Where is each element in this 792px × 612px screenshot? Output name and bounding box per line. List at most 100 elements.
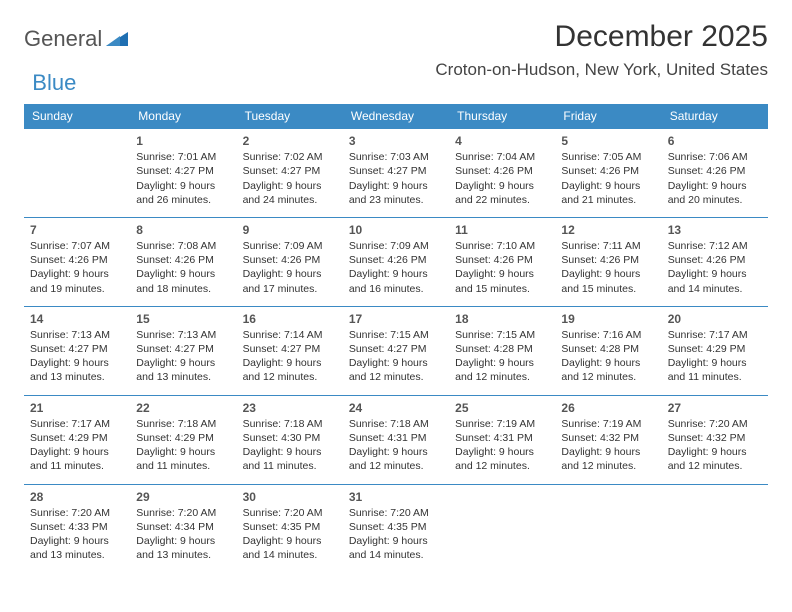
sunset-line: Sunset: 4:32 PM [561,431,655,445]
sunrise-line: Sunrise: 7:10 AM [455,239,549,253]
daylight-line: Daylight: 9 hours and 12 minutes. [561,445,655,473]
month-title: December 2025 [435,20,768,54]
day-cell: 29Sunrise: 7:20 AMSunset: 4:34 PMDayligh… [130,484,236,573]
day-cell: 24Sunrise: 7:18 AMSunset: 4:31 PMDayligh… [343,395,449,484]
daylight-line: Daylight: 9 hours and 11 minutes. [243,445,337,473]
sunrise-line: Sunrise: 7:02 AM [243,150,337,164]
day-header: Saturday [662,104,768,128]
sunrise-line: Sunrise: 7:04 AM [455,150,549,164]
sunset-line: Sunset: 4:35 PM [243,520,337,534]
daylight-line: Daylight: 9 hours and 23 minutes. [349,179,443,207]
sunset-line: Sunset: 4:34 PM [136,520,230,534]
sunset-line: Sunset: 4:30 PM [243,431,337,445]
empty-cell [24,128,130,217]
sunrise-line: Sunrise: 7:07 AM [30,239,124,253]
sunset-line: Sunset: 4:26 PM [455,164,549,178]
daylight-line: Daylight: 9 hours and 18 minutes. [136,267,230,295]
day-cell: 18Sunrise: 7:15 AMSunset: 4:28 PMDayligh… [449,306,555,395]
day-number: 14 [30,311,124,327]
day-header: Wednesday [343,104,449,128]
sunrise-line: Sunrise: 7:14 AM [243,328,337,342]
sunrise-line: Sunrise: 7:03 AM [349,150,443,164]
day-cell: 23Sunrise: 7:18 AMSunset: 4:30 PMDayligh… [237,395,343,484]
day-number: 23 [243,400,337,416]
day-cell: 5Sunrise: 7:05 AMSunset: 4:26 PMDaylight… [555,128,661,217]
day-number: 8 [136,222,230,238]
day-number: 26 [561,400,655,416]
daylight-line: Daylight: 9 hours and 17 minutes. [243,267,337,295]
daylight-line: Daylight: 9 hours and 14 minutes. [243,534,337,562]
sunset-line: Sunset: 4:27 PM [30,342,124,356]
sunset-line: Sunset: 4:26 PM [349,253,443,267]
daylight-line: Daylight: 9 hours and 12 minutes. [668,445,762,473]
sunset-line: Sunset: 4:26 PM [30,253,124,267]
day-number: 2 [243,133,337,149]
day-cell: 21Sunrise: 7:17 AMSunset: 4:29 PMDayligh… [24,395,130,484]
day-number: 7 [30,222,124,238]
daylight-line: Daylight: 9 hours and 13 minutes. [30,534,124,562]
sunset-line: Sunset: 4:26 PM [668,164,762,178]
day-number: 19 [561,311,655,327]
sunset-line: Sunset: 4:27 PM [243,342,337,356]
sunset-line: Sunset: 4:26 PM [561,253,655,267]
daylight-line: Daylight: 9 hours and 12 minutes. [561,356,655,384]
day-cell: 7Sunrise: 7:07 AMSunset: 4:26 PMDaylight… [24,217,130,306]
sunrise-line: Sunrise: 7:18 AM [243,417,337,431]
daylight-line: Daylight: 9 hours and 12 minutes. [455,356,549,384]
sunrise-line: Sunrise: 7:19 AM [455,417,549,431]
day-cell: 14Sunrise: 7:13 AMSunset: 4:27 PMDayligh… [24,306,130,395]
sunrise-line: Sunrise: 7:09 AM [243,239,337,253]
daylight-line: Daylight: 9 hours and 22 minutes. [455,179,549,207]
empty-cell [555,484,661,573]
brand-triangle-icon [106,28,128,51]
day-number: 17 [349,311,443,327]
sunrise-line: Sunrise: 7:01 AM [136,150,230,164]
sunset-line: Sunset: 4:26 PM [243,253,337,267]
sunrise-line: Sunrise: 7:05 AM [561,150,655,164]
sunset-line: Sunset: 4:27 PM [349,164,443,178]
sunset-line: Sunset: 4:26 PM [668,253,762,267]
day-number: 30 [243,489,337,505]
sunset-line: Sunset: 4:26 PM [136,253,230,267]
day-cell: 22Sunrise: 7:18 AMSunset: 4:29 PMDayligh… [130,395,236,484]
sunset-line: Sunset: 4:26 PM [455,253,549,267]
day-cell: 1Sunrise: 7:01 AMSunset: 4:27 PMDaylight… [130,128,236,217]
sunset-line: Sunset: 4:29 PM [30,431,124,445]
sunrise-line: Sunrise: 7:12 AM [668,239,762,253]
day-number: 9 [243,222,337,238]
daylight-line: Daylight: 9 hours and 12 minutes. [243,356,337,384]
sunrise-line: Sunrise: 7:17 AM [668,328,762,342]
calendar-grid: SundayMondayTuesdayWednesdayThursdayFrid… [24,104,768,572]
day-cell: 10Sunrise: 7:09 AMSunset: 4:26 PMDayligh… [343,217,449,306]
day-number: 15 [136,311,230,327]
sunrise-line: Sunrise: 7:18 AM [136,417,230,431]
sunrise-line: Sunrise: 7:18 AM [349,417,443,431]
sunrise-line: Sunrise: 7:20 AM [668,417,762,431]
daylight-line: Daylight: 9 hours and 12 minutes. [455,445,549,473]
daylight-line: Daylight: 9 hours and 20 minutes. [668,179,762,207]
day-number: 27 [668,400,762,416]
day-cell: 28Sunrise: 7:20 AMSunset: 4:33 PMDayligh… [24,484,130,573]
daylight-line: Daylight: 9 hours and 16 minutes. [349,267,443,295]
brand-part2: Blue [32,70,76,96]
day-header: Thursday [449,104,555,128]
day-cell: 19Sunrise: 7:16 AMSunset: 4:28 PMDayligh… [555,306,661,395]
sunset-line: Sunset: 4:31 PM [349,431,443,445]
daylight-line: Daylight: 9 hours and 26 minutes. [136,179,230,207]
sunset-line: Sunset: 4:28 PM [561,342,655,356]
day-number: 28 [30,489,124,505]
day-cell: 12Sunrise: 7:11 AMSunset: 4:26 PMDayligh… [555,217,661,306]
day-cell: 20Sunrise: 7:17 AMSunset: 4:29 PMDayligh… [662,306,768,395]
day-cell: 9Sunrise: 7:09 AMSunset: 4:26 PMDaylight… [237,217,343,306]
day-cell: 31Sunrise: 7:20 AMSunset: 4:35 PMDayligh… [343,484,449,573]
sunrise-line: Sunrise: 7:20 AM [243,506,337,520]
daylight-line: Daylight: 9 hours and 15 minutes. [455,267,549,295]
day-cell: 3Sunrise: 7:03 AMSunset: 4:27 PMDaylight… [343,128,449,217]
day-number: 3 [349,133,443,149]
day-cell: 6Sunrise: 7:06 AMSunset: 4:26 PMDaylight… [662,128,768,217]
day-cell: 13Sunrise: 7:12 AMSunset: 4:26 PMDayligh… [662,217,768,306]
day-number: 31 [349,489,443,505]
day-number: 18 [455,311,549,327]
day-cell: 4Sunrise: 7:04 AMSunset: 4:26 PMDaylight… [449,128,555,217]
day-number: 10 [349,222,443,238]
